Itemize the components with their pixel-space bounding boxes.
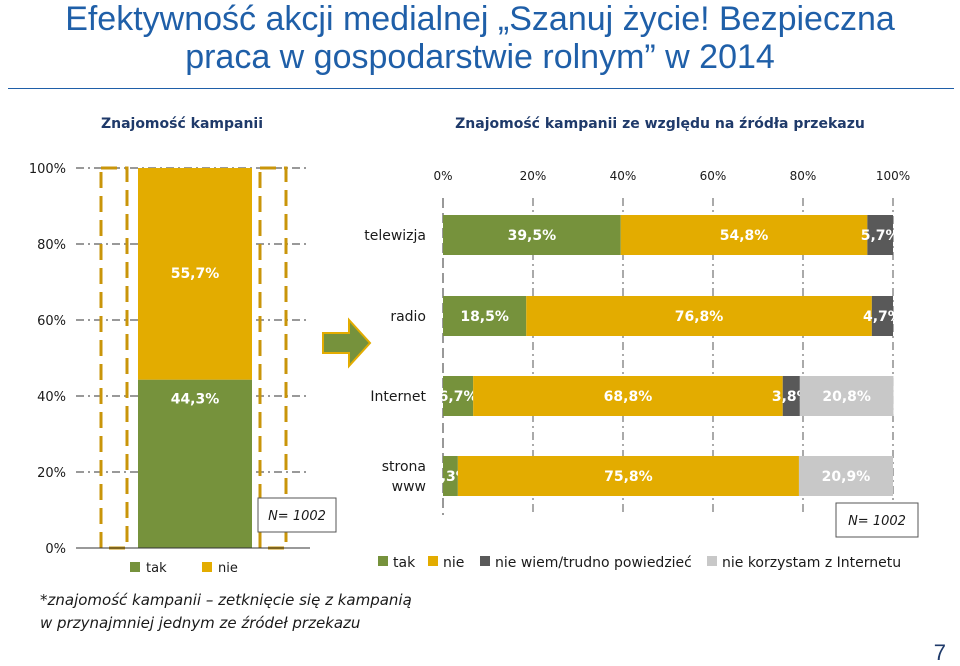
right-bracket xyxy=(258,166,288,550)
chart-svg: Znajomość kampanii 0% 20% 40% 60% 80% 100% 44,3… xyxy=(29,116,919,632)
legend-swatch-tak xyxy=(130,562,140,572)
y-tick-label: 60% xyxy=(37,314,66,329)
bar-segment xyxy=(620,215,868,255)
legend-label: tak xyxy=(393,555,416,571)
slide-title-line2: praca w gospodarstwie rolnym” w 2014 xyxy=(185,38,775,76)
bar-segment xyxy=(473,376,783,416)
legend-label-tak: tak xyxy=(146,561,167,576)
left-bar-nie xyxy=(138,168,252,380)
x-tick-label: 60% xyxy=(700,169,727,183)
bar-segment xyxy=(443,296,527,336)
right-chart-title: Znajomość kampanii ze względu na źródła … xyxy=(455,116,865,132)
title-rule xyxy=(8,88,954,89)
x-tick-label: 40% xyxy=(610,169,637,183)
right-arrow-icon xyxy=(322,317,372,369)
legend-label: nie xyxy=(443,555,464,571)
data-label: 20,8% xyxy=(822,389,871,405)
bar-segment xyxy=(457,456,799,496)
legend-swatch xyxy=(707,556,717,566)
data-label: 20,9% xyxy=(822,469,871,485)
bar-segment xyxy=(443,456,458,496)
x-tick-label: 80% xyxy=(790,169,817,183)
legend-label: nie wiem/trudno powiedzieć xyxy=(495,555,692,571)
slide-title: Efektywność akcji medialnej „Szanuj życi… xyxy=(0,0,960,86)
category-label: strona xyxy=(382,459,426,475)
y-tick-label: 20% xyxy=(37,466,66,481)
right-n-box xyxy=(835,502,919,538)
bar-segment xyxy=(799,376,894,416)
legend-swatch xyxy=(428,556,438,566)
legend-label-nie: nie xyxy=(218,561,238,576)
right-n-label: N= 1002 xyxy=(848,514,906,529)
y-tick-label: 100% xyxy=(29,162,66,177)
y-tick-label: 0% xyxy=(45,542,66,557)
left-bracket xyxy=(99,166,129,550)
bar-segment xyxy=(443,376,474,416)
left-bar-label-nie: 55,7% xyxy=(171,266,220,282)
x-tick-label: 0% xyxy=(433,169,452,183)
left-n-box xyxy=(257,497,337,533)
bar-segment xyxy=(782,376,800,416)
legend-label: nie korzystam z Internetu xyxy=(722,555,901,571)
data-label: 5,7% xyxy=(861,228,900,244)
data-label: 6,7% xyxy=(439,389,478,405)
y-tick-label: 80% xyxy=(37,238,66,253)
legend-swatch xyxy=(378,556,388,566)
legend-swatch xyxy=(480,556,490,566)
data-label: 4,7% xyxy=(863,309,902,325)
category-label: Internet xyxy=(370,389,426,405)
data-label: 39,5% xyxy=(508,228,557,244)
category-label: www xyxy=(392,479,426,495)
bar-segment xyxy=(798,456,893,496)
left-n-label: N= 1002 xyxy=(268,509,326,524)
x-tick-label: 20% xyxy=(520,169,547,183)
bar-segment xyxy=(526,296,872,336)
x-tick-label: 100% xyxy=(876,169,910,183)
bar-segment xyxy=(443,215,621,255)
data-label: 54,8% xyxy=(720,228,769,244)
legend-swatch-nie xyxy=(202,562,212,572)
category-label: radio xyxy=(390,309,426,325)
bar-segment xyxy=(867,215,893,255)
left-bar-label-tak: 44,3% xyxy=(171,392,220,408)
page-number: 7 xyxy=(933,640,946,665)
left-chart-title: Znajomość kampanii xyxy=(101,116,263,132)
footnote-line2: w przynajmniej jednym ze źródeł przekazu xyxy=(40,614,360,632)
bar-segment xyxy=(871,296,893,336)
data-label: 18,5% xyxy=(460,309,509,325)
data-label: 75,8% xyxy=(604,469,653,485)
slide-title-line1: Efektywność akcji medialnej „Szanuj życi… xyxy=(65,0,895,38)
data-label: 76,8% xyxy=(675,309,724,325)
data-label: 68,8% xyxy=(604,389,653,405)
category-label: telewizja xyxy=(364,228,426,244)
y-tick-label: 40% xyxy=(37,390,66,405)
footnote-line1: *znajomość kampanii – zetknięcie się z k… xyxy=(40,591,412,609)
chart-panel: Znajomość kampanii 0% 20% 40% 60% 80% 100% 44,3… xyxy=(10,100,955,640)
left-bar-tak xyxy=(138,379,252,548)
